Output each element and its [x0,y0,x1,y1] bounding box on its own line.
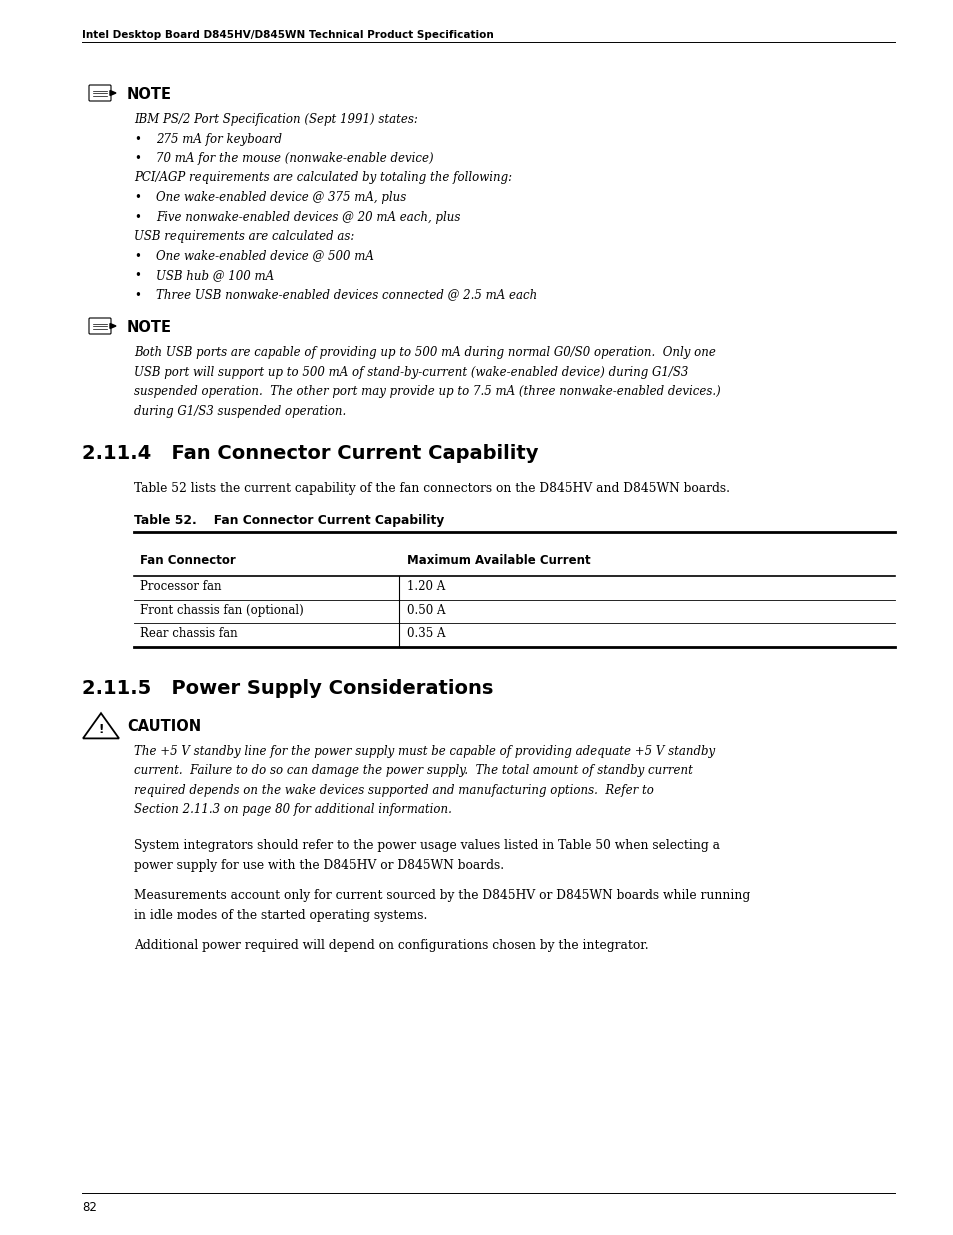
Text: •: • [133,132,141,146]
Text: 2.11.4   Fan Connector Current Capability: 2.11.4 Fan Connector Current Capability [82,445,537,463]
Text: •: • [133,191,141,204]
Polygon shape [110,324,116,329]
Text: •: • [133,152,141,165]
Text: PCI/AGP requirements are calculated by totaling the following:: PCI/AGP requirements are calculated by t… [133,172,512,184]
Text: •: • [133,210,141,224]
Text: Intel Desktop Board D845HV/D845WN Technical Product Specification: Intel Desktop Board D845HV/D845WN Techni… [82,30,494,40]
Text: 2.11.5   Power Supply Considerations: 2.11.5 Power Supply Considerations [82,678,493,698]
Text: Five nonwake-enabled devices @ 20 mA each, plus: Five nonwake-enabled devices @ 20 mA eac… [156,210,460,224]
Text: 275 mA for keyboard: 275 mA for keyboard [156,132,282,146]
Text: USB requirements are calculated as:: USB requirements are calculated as: [133,230,354,243]
Text: NOTE: NOTE [127,86,172,103]
Text: CAUTION: CAUTION [127,719,201,734]
Text: 0.35 A: 0.35 A [407,627,445,640]
Text: •: • [133,289,141,301]
Text: NOTE: NOTE [127,320,172,335]
Text: 82: 82 [82,1200,97,1214]
Text: current.  Failure to do so can damage the power supply.  The total amount of sta: current. Failure to do so can damage the… [133,764,692,777]
Text: Measurements account only for current sourced by the D845HV or D845WN boards whi: Measurements account only for current so… [133,888,749,902]
Text: USB hub @ 100 mA: USB hub @ 100 mA [156,269,274,282]
Text: Front chassis fan (optional): Front chassis fan (optional) [140,604,303,616]
Text: 0.50 A: 0.50 A [407,604,445,616]
Text: •: • [133,249,141,263]
Text: suspended operation.  The other port may provide up to 7.5 mA (three nonwake-ena: suspended operation. The other port may … [133,385,720,398]
Text: IBM PS/2 Port Specification (Sept 1991) states:: IBM PS/2 Port Specification (Sept 1991) … [133,112,417,126]
Text: Both USB ports are capable of providing up to 500 mA during normal G0/S0 operati: Both USB ports are capable of providing … [133,346,715,359]
Text: power supply for use with the D845HV or D845WN boards.: power supply for use with the D845HV or … [133,858,503,872]
Text: System integrators should refer to the power usage values listed in Table 50 whe: System integrators should refer to the p… [133,839,720,851]
Text: The +5 V standby line for the power supply must be capable of providing adequate: The +5 V standby line for the power supp… [133,745,715,757]
Text: 70 mA for the mouse (nonwake-enable device): 70 mA for the mouse (nonwake-enable devi… [156,152,434,165]
Text: Maximum Available Current: Maximum Available Current [407,555,590,567]
Text: Table 52.    Fan Connector Current Capability: Table 52. Fan Connector Current Capabili… [133,514,444,527]
Text: Section 2.11.3 on page 80 for additional information.: Section 2.11.3 on page 80 for additional… [133,803,452,816]
Text: in idle modes of the started operating systems.: in idle modes of the started operating s… [133,909,427,921]
Text: !: ! [98,722,104,736]
Text: 1.20 A: 1.20 A [407,580,445,593]
Text: during G1/S3 suspended operation.: during G1/S3 suspended operation. [133,405,346,417]
Text: USB port will support up to 500 mA of stand-by-current (wake-enabled device) dur: USB port will support up to 500 mA of st… [133,366,688,378]
Text: Additional power required will depend on configurations chosen by the integrator: Additional power required will depend on… [133,939,648,951]
Text: One wake-enabled device @ 375 mA, plus: One wake-enabled device @ 375 mA, plus [156,191,406,204]
Text: Three USB nonwake-enabled devices connected @ 2.5 mA each: Three USB nonwake-enabled devices connec… [156,289,537,301]
Polygon shape [110,90,116,95]
Text: Fan Connector: Fan Connector [140,555,235,567]
Text: •: • [133,269,141,282]
Text: Rear chassis fan: Rear chassis fan [140,627,237,640]
Text: Processor fan: Processor fan [140,580,221,593]
Text: required depends on the wake devices supported and manufacturing options.  Refer: required depends on the wake devices sup… [133,783,653,797]
Text: One wake-enabled device @ 500 mA: One wake-enabled device @ 500 mA [156,249,374,263]
Text: Table 52 lists the current capability of the fan connectors on the D845HV and D8: Table 52 lists the current capability of… [133,482,729,495]
